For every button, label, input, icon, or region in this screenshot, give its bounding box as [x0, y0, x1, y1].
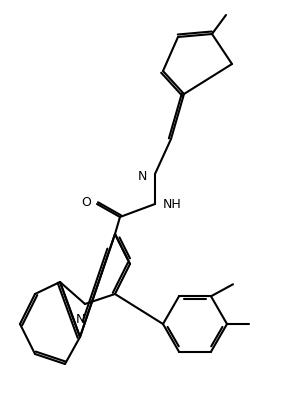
Text: NH: NH: [163, 198, 182, 211]
Text: O: O: [81, 196, 91, 209]
Text: N: N: [75, 312, 85, 325]
Text: N: N: [138, 170, 147, 183]
